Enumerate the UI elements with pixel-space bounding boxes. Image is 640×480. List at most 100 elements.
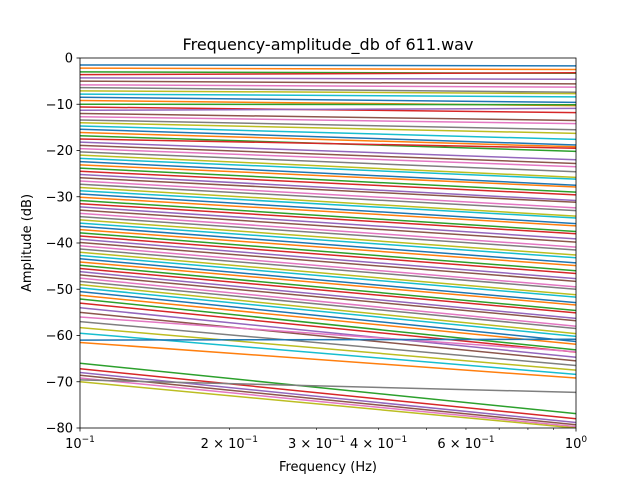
y-tick-label: −40 <box>46 237 73 252</box>
series-line <box>80 307 576 358</box>
series-line <box>80 294 576 346</box>
series-line <box>80 86 576 93</box>
y-tick-label: −50 <box>46 283 73 298</box>
x-tick-label: 100 <box>565 435 588 452</box>
x-minor-tick-label: 4 × 10−1 <box>350 435 407 452</box>
series-line <box>80 72 576 76</box>
series-line <box>80 131 576 148</box>
series-line <box>80 141 576 161</box>
series-line <box>80 245 576 288</box>
y-tick-label: −70 <box>46 375 73 390</box>
series-line <box>80 90 576 95</box>
series-line <box>80 80 576 85</box>
series-line <box>80 96 576 104</box>
series-line <box>80 222 576 259</box>
series-line <box>80 160 576 186</box>
series-line <box>80 64 576 67</box>
series-line <box>80 147 576 168</box>
x-minor-tick-label: 3 × 10−1 <box>288 435 345 452</box>
series-line <box>80 235 576 275</box>
y-tick-label: 0 <box>65 52 73 67</box>
series-line <box>80 212 576 248</box>
series-line <box>80 251 576 296</box>
series-line <box>80 277 576 327</box>
y-tick-label: −20 <box>46 144 73 159</box>
series-lines <box>80 64 576 428</box>
series-line <box>80 274 576 322</box>
series-line <box>80 67 576 71</box>
series-line <box>80 264 576 312</box>
series-line <box>80 206 576 240</box>
series-line <box>80 215 576 251</box>
series-line <box>80 193 576 225</box>
series-line <box>80 167 576 193</box>
series-line <box>80 115 576 125</box>
chart-title: Frequency-amplitude_db of 611.wav <box>183 35 474 55</box>
series-line <box>80 183 576 212</box>
series-line <box>80 177 576 204</box>
y-tick-label: −60 <box>46 329 73 344</box>
series-line <box>80 232 576 272</box>
x-tick-label: 10−1 <box>65 435 95 452</box>
series-line <box>80 199 576 233</box>
series-line <box>80 144 576 165</box>
series-line <box>80 374 576 426</box>
series-line <box>80 290 576 343</box>
series-line <box>80 138 576 149</box>
x-minor-tick-label: 2 × 10−1 <box>201 435 258 452</box>
series-line <box>80 287 576 338</box>
series-line <box>80 267 576 314</box>
series-line <box>80 93 576 98</box>
series-line <box>80 77 576 81</box>
series-line <box>80 261 576 306</box>
series-line <box>80 84 576 88</box>
series-line <box>80 381 576 428</box>
series-line <box>80 283 576 335</box>
series-line <box>80 320 576 367</box>
series-line <box>80 125 576 141</box>
x-axis-label: Frequency (Hz) <box>279 460 377 475</box>
series-line <box>80 377 576 428</box>
series-line <box>80 186 576 217</box>
series-line <box>80 241 576 283</box>
series-line <box>80 196 576 227</box>
series-line <box>80 326 576 371</box>
series-line <box>80 248 576 290</box>
series-line <box>80 219 576 256</box>
series-line <box>80 170 576 196</box>
series-line <box>80 254 576 298</box>
y-tick-label: −10 <box>46 98 73 113</box>
series-line <box>80 209 576 243</box>
series-line <box>80 302 576 353</box>
series-line <box>80 379 576 394</box>
series-line <box>80 316 576 353</box>
series-line <box>80 128 576 146</box>
series-line <box>80 228 576 267</box>
series-line <box>80 154 576 179</box>
series-line <box>80 189 576 219</box>
plot-frame <box>79 57 577 429</box>
series-line <box>80 180 576 209</box>
series-line <box>80 270 576 320</box>
series-line <box>80 119 576 131</box>
series-line <box>80 368 576 420</box>
series-line <box>80 362 576 415</box>
series-line <box>80 257 576 304</box>
series-line <box>80 157 576 180</box>
series-line <box>80 107 576 112</box>
series-line <box>80 225 576 264</box>
series-line <box>80 151 576 173</box>
series-line <box>80 311 576 362</box>
y-tick-label: −30 <box>46 190 73 205</box>
series-line <box>80 341 576 379</box>
series-line <box>80 298 576 351</box>
series-line <box>80 112 576 122</box>
y-axis-label: Amplitude (dB) <box>20 194 35 292</box>
series-line <box>80 122 576 135</box>
series-line <box>80 280 576 330</box>
series-line <box>80 164 576 188</box>
x-minor-tick-label: 6 × 10−1 <box>437 435 494 452</box>
series-line <box>80 371 576 424</box>
